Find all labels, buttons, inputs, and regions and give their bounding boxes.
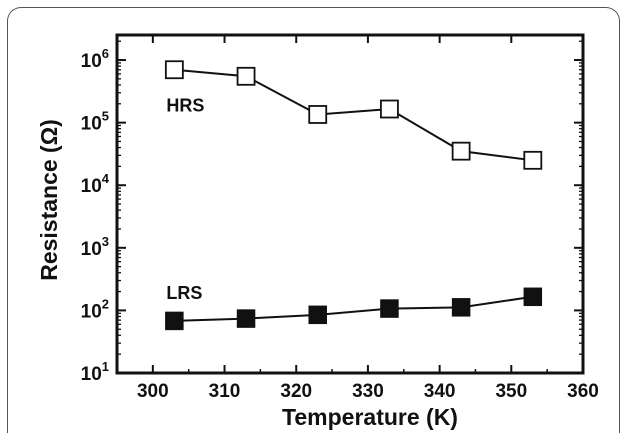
y-tick-label: 106 xyxy=(81,46,109,72)
plot-axes xyxy=(115,33,585,375)
y-tick-base: 10 xyxy=(81,239,102,260)
y-tick-label: 103 xyxy=(81,234,109,260)
hrs-data-point xyxy=(523,150,543,170)
hrs-series-label: HRS xyxy=(166,96,204,116)
y-tick-base: 10 xyxy=(81,364,102,385)
series-lines xyxy=(174,68,533,322)
figure-frame xyxy=(7,7,620,433)
data-markers xyxy=(164,60,543,331)
hrs-data-point xyxy=(308,105,328,124)
y-tick-exponent: 6 xyxy=(102,46,109,61)
y-tick-base: 10 xyxy=(81,114,102,135)
hrs-data-point xyxy=(451,141,471,161)
hrs-data-point xyxy=(164,60,184,80)
y-tick-label: 105 xyxy=(81,109,109,135)
hrs-data-point xyxy=(236,66,256,86)
y-tick-label: 102 xyxy=(81,296,109,322)
chart-labels: HRS LRS xyxy=(166,96,204,303)
x-tick-label: 340 xyxy=(424,381,456,402)
lrs-data-point xyxy=(165,311,184,331)
x-tick-label: 300 xyxy=(137,381,169,402)
y-tick-label: 101 xyxy=(81,359,109,385)
lrs-series-line xyxy=(174,295,533,322)
x-tick-label: 360 xyxy=(567,381,599,402)
hrs-series-line xyxy=(174,68,533,162)
y-tick-base: 10 xyxy=(81,176,102,197)
lrs-data-point xyxy=(308,305,327,325)
y-tick-base: 10 xyxy=(81,51,102,72)
lrs-data-point xyxy=(380,299,399,318)
y-tick-base: 10 xyxy=(81,301,102,322)
x-tick-label: 310 xyxy=(209,381,241,402)
y-axis-title: Resistance (Ω) xyxy=(36,119,62,281)
x-axis-title: Temperature (K) xyxy=(282,404,458,430)
lrs-data-point xyxy=(236,309,256,328)
lrs-data-point xyxy=(523,287,543,307)
x-tick-label: 330 xyxy=(352,381,384,402)
hrs-data-point xyxy=(380,99,399,119)
y-tick-exponent: 1 xyxy=(102,359,109,374)
lrs-data-point xyxy=(451,298,471,317)
y-tick-label: 104 xyxy=(81,171,110,197)
x-tick-label: 320 xyxy=(280,381,312,402)
y-tick-exponent: 3 xyxy=(102,234,109,249)
x-tick-label: 350 xyxy=(495,381,527,402)
y-tick-exponent: 5 xyxy=(102,109,109,124)
plot-area-frame xyxy=(115,33,585,375)
lrs-series-label: LRS xyxy=(166,283,202,303)
y-tick-exponent: 4 xyxy=(102,171,110,186)
y-tick-exponent: 2 xyxy=(102,296,109,311)
